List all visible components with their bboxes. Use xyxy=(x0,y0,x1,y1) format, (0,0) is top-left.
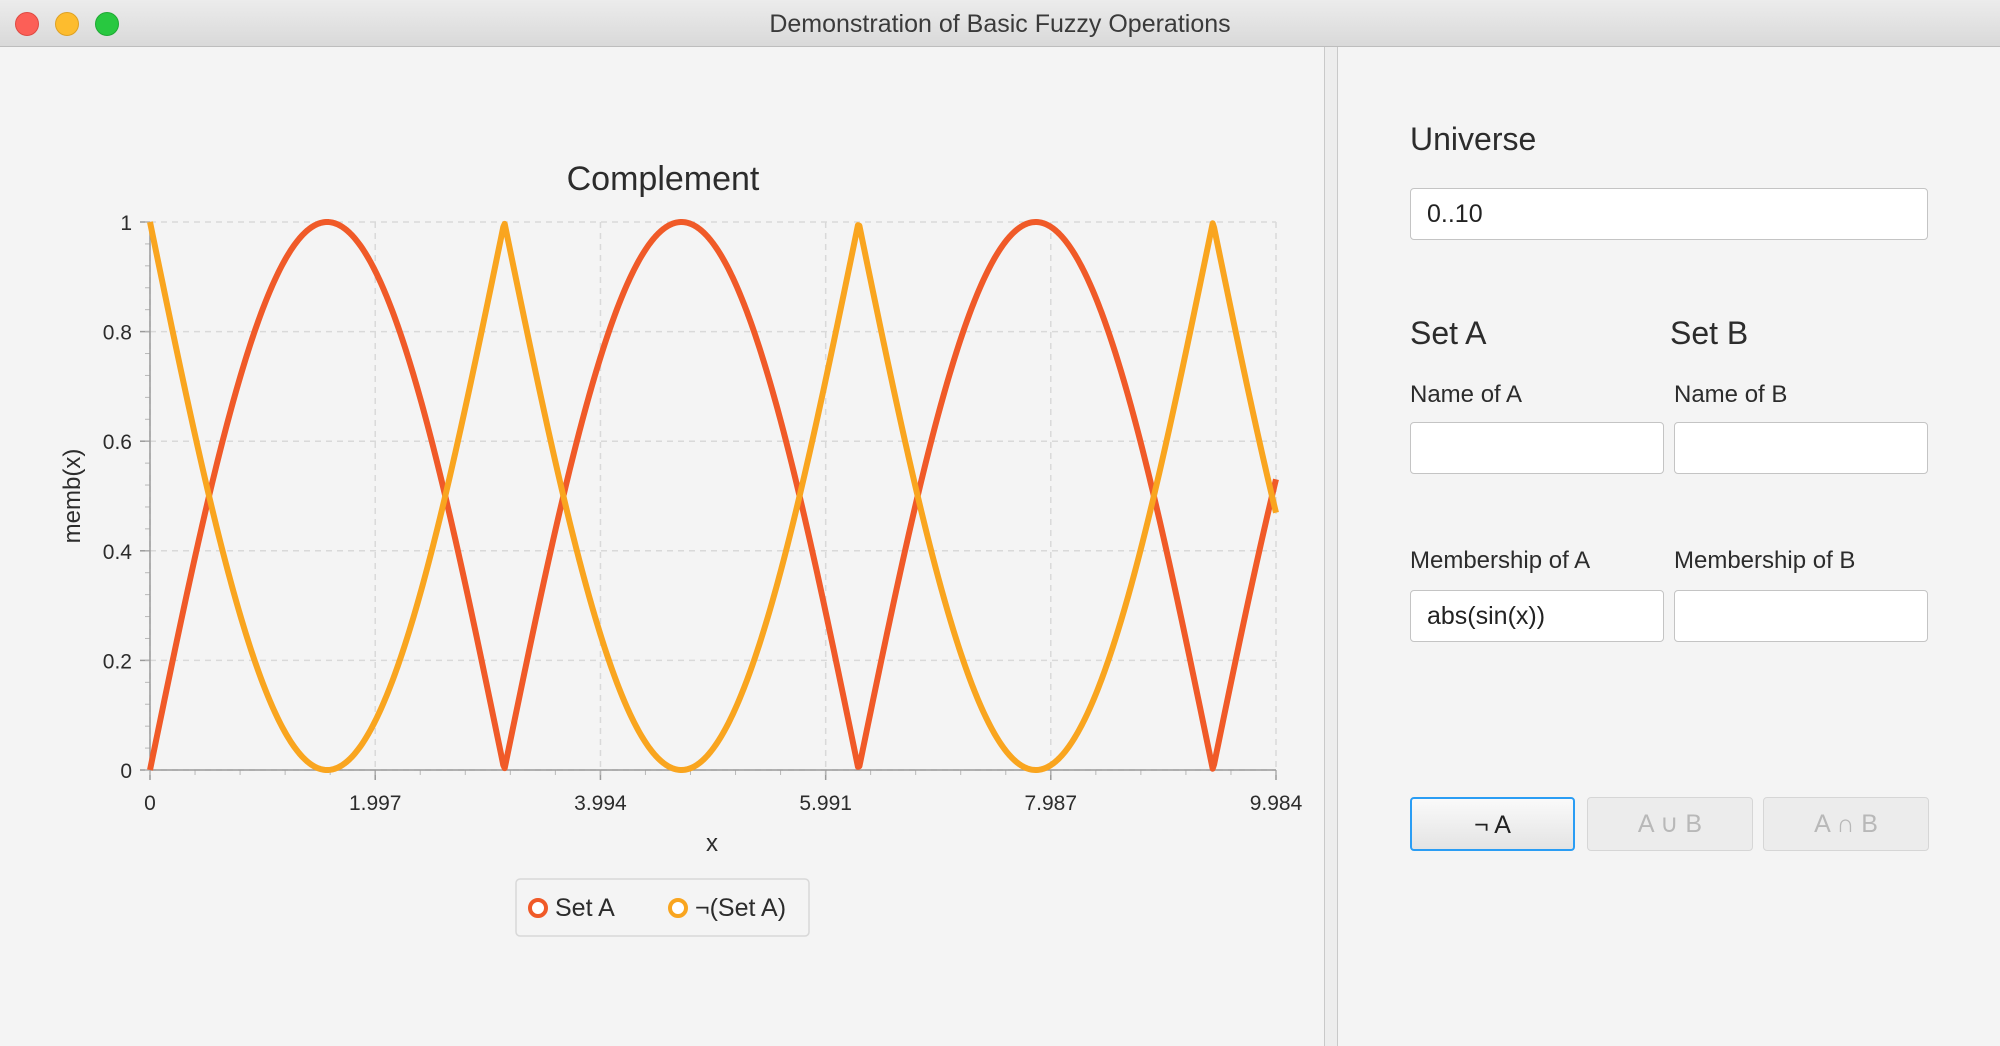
union-button[interactable]: A ∪ B xyxy=(1587,797,1753,851)
membership-b-input[interactable] xyxy=(1674,590,1928,642)
name-a-label: Name of A xyxy=(1410,381,1523,408)
x-tick-label: 1.997 xyxy=(349,792,402,815)
intersection-button[interactable]: A ∩ B xyxy=(1763,797,1929,851)
x-tick-label: 0 xyxy=(144,792,156,815)
series-line-not-set-a xyxy=(147,220,1279,773)
universe-heading: Universe xyxy=(1410,121,1537,157)
window-title: Demonstration of Basic Fuzzy Operations xyxy=(769,10,1231,38)
x-tick-label: 5.991 xyxy=(799,792,852,815)
set-a-heading: Set A xyxy=(1410,315,1487,351)
name-b-label: Name of B xyxy=(1674,381,1788,408)
split-pane-divider[interactable] xyxy=(1324,47,1338,1046)
universe-input[interactable] xyxy=(1410,188,1928,240)
minimize-window-button[interactable] xyxy=(55,12,79,36)
y-tick-label: 0.6 xyxy=(103,431,132,454)
close-window-button[interactable] xyxy=(15,12,39,36)
chart-title: Complement xyxy=(567,160,760,198)
controls-pane: Universe Set A Set B Name of A Name of B… xyxy=(1338,47,2000,1046)
chart-pane: Complement 0 0.2 0.4 0.6 0.8 1 0 1.997 3.994 5.99… xyxy=(0,47,1324,1046)
y-tick-label: 0.4 xyxy=(103,541,133,564)
legend-marker-set-a xyxy=(528,898,548,918)
complement-button[interactable]: ¬ A xyxy=(1410,797,1575,851)
legend-marker-not-set-a xyxy=(668,898,688,918)
plot-area xyxy=(150,222,1276,770)
line-chart: Complement 0 0.2 0.4 0.6 0.8 1 0 1.997 3.994 5.99… xyxy=(59,160,1303,937)
set-b-heading: Set B xyxy=(1670,315,1749,351)
name-b-input[interactable] xyxy=(1674,422,1928,474)
legend-label-set-a: Set A xyxy=(555,894,615,922)
y-tick-label: 0.2 xyxy=(103,650,132,673)
membership-b-label: Membership of B xyxy=(1674,547,1856,574)
membership-a-label: Membership of A xyxy=(1410,547,1591,574)
x-axis-label: x xyxy=(706,830,718,857)
y-tick-label: 0 xyxy=(120,760,132,783)
legend-label-not-set-a: ¬(Set A) xyxy=(695,894,786,922)
series-line-set-a xyxy=(147,219,1279,772)
chart-grid xyxy=(149,221,1277,771)
name-a-input[interactable] xyxy=(1410,422,1664,474)
x-tick-label: 7.987 xyxy=(1024,792,1077,815)
membership-a-input[interactable] xyxy=(1410,590,1664,642)
chart-legend: Set A ¬(Set A) xyxy=(515,878,810,937)
x-tick-label: 3.994 xyxy=(574,792,627,815)
chart-series xyxy=(147,219,1279,773)
y-tick-label: 0.8 xyxy=(103,322,132,345)
title-bar: Demonstration of Basic Fuzzy Operations xyxy=(0,0,2000,47)
y-tick-label: 1 xyxy=(120,212,132,235)
x-tick-label: 9.984 xyxy=(1250,792,1303,815)
maximize-window-button[interactable] xyxy=(95,12,119,36)
y-axis-label: memb(x) xyxy=(59,449,86,544)
